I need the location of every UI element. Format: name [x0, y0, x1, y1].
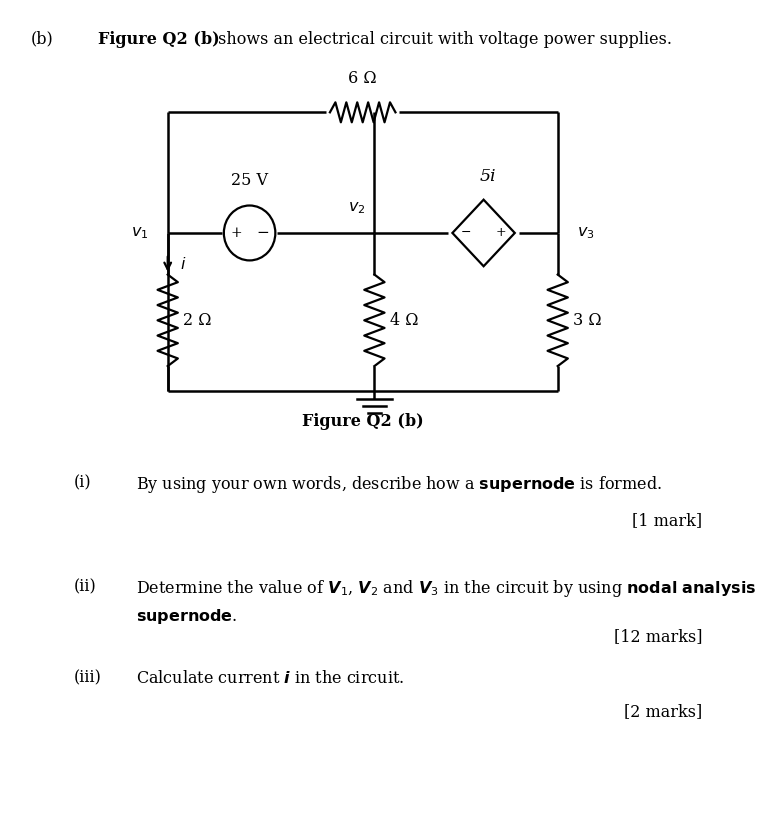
- Text: (i): (i): [74, 474, 92, 491]
- Text: −: −: [461, 226, 472, 240]
- Text: +: +: [231, 226, 243, 240]
- Text: shows an electrical circuit with voltage power supplies.: shows an electrical circuit with voltage…: [213, 31, 672, 47]
- Text: Figure Q2 (b): Figure Q2 (b): [302, 414, 424, 430]
- Text: 4 Ω: 4 Ω: [390, 312, 419, 329]
- Text: 25 V: 25 V: [231, 172, 268, 189]
- Text: +: +: [495, 226, 506, 240]
- Text: [1 mark]: [1 mark]: [632, 512, 702, 528]
- Text: [2 marks]: [2 marks]: [624, 703, 702, 720]
- Text: $v_2$: $v_2$: [348, 200, 365, 216]
- Text: $v_3$: $v_3$: [577, 225, 595, 241]
- Text: 2 Ω: 2 Ω: [183, 312, 212, 329]
- Text: (ii): (ii): [74, 578, 97, 595]
- Text: −: −: [256, 226, 269, 240]
- Text: $i$: $i$: [180, 255, 186, 273]
- Text: (b): (b): [31, 31, 54, 47]
- Text: $v_1$: $v_1$: [131, 225, 148, 241]
- Text: Calculate current $\boldsymbol{i}$ in the circuit.: Calculate current $\boldsymbol{i}$ in th…: [136, 670, 405, 686]
- Text: Figure Q2 (b): Figure Q2 (b): [98, 31, 219, 47]
- Text: Determine the value of $\mathbfit{V}_1$, $\mathbfit{V}_2$ and $\mathbfit{V}_3$ i: Determine the value of $\mathbfit{V}_1$,…: [136, 578, 757, 599]
- Text: $\mathbf{supernode}$.: $\mathbf{supernode}$.: [136, 607, 238, 626]
- Text: 6 Ω: 6 Ω: [349, 71, 377, 87]
- Text: (iii): (iii): [74, 670, 102, 686]
- Text: By using your own words, describe how a $\mathbf{supernode}$ is formed.: By using your own words, describe how a …: [136, 474, 662, 495]
- Text: 3 Ω: 3 Ω: [573, 312, 602, 329]
- Text: 5i: 5i: [479, 168, 496, 185]
- Text: [12 marks]: [12 marks]: [614, 628, 702, 645]
